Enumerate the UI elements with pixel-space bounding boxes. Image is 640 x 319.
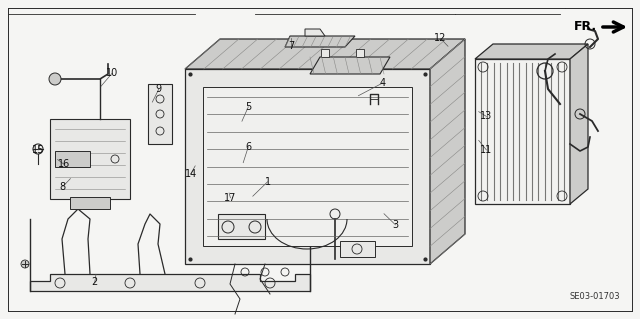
Text: 13: 13 bbox=[480, 111, 493, 122]
Polygon shape bbox=[340, 241, 375, 257]
Text: 4: 4 bbox=[380, 78, 386, 88]
Text: 7: 7 bbox=[288, 41, 294, 51]
Polygon shape bbox=[475, 44, 588, 59]
Polygon shape bbox=[310, 57, 390, 74]
Text: 6: 6 bbox=[245, 142, 252, 152]
Text: 10: 10 bbox=[106, 68, 118, 78]
Polygon shape bbox=[321, 49, 329, 57]
Text: 17: 17 bbox=[224, 193, 237, 203]
Text: FR.: FR. bbox=[574, 20, 597, 33]
Polygon shape bbox=[203, 87, 412, 246]
Polygon shape bbox=[30, 274, 310, 291]
Text: 14: 14 bbox=[184, 169, 197, 179]
Polygon shape bbox=[475, 59, 570, 204]
Polygon shape bbox=[305, 29, 325, 36]
Text: 3: 3 bbox=[392, 220, 399, 230]
Polygon shape bbox=[570, 44, 588, 204]
Polygon shape bbox=[70, 197, 110, 209]
Polygon shape bbox=[148, 84, 172, 144]
Polygon shape bbox=[55, 151, 90, 167]
Text: SE03-01703: SE03-01703 bbox=[570, 292, 620, 301]
Circle shape bbox=[21, 260, 29, 268]
Polygon shape bbox=[185, 69, 430, 264]
Text: 1: 1 bbox=[264, 177, 271, 187]
Polygon shape bbox=[285, 36, 355, 47]
Polygon shape bbox=[430, 39, 465, 264]
Polygon shape bbox=[356, 49, 364, 57]
Polygon shape bbox=[218, 214, 265, 239]
Text: 15: 15 bbox=[32, 145, 45, 155]
Polygon shape bbox=[50, 119, 130, 199]
Text: 12: 12 bbox=[434, 33, 447, 43]
Circle shape bbox=[49, 73, 61, 85]
Text: 8: 8 bbox=[60, 182, 66, 192]
Text: 5: 5 bbox=[245, 102, 252, 112]
Polygon shape bbox=[185, 39, 465, 69]
Text: 9: 9 bbox=[156, 84, 162, 94]
Text: 2: 2 bbox=[92, 277, 98, 287]
Text: 11: 11 bbox=[480, 145, 493, 155]
Text: 16: 16 bbox=[58, 159, 70, 169]
